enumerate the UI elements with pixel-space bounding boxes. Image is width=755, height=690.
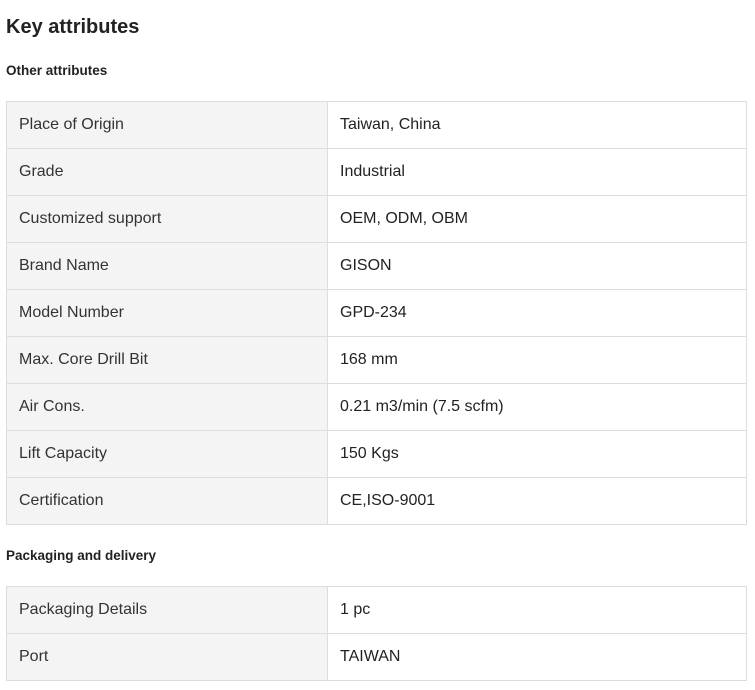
table-row: Certification CE,ISO-9001 <box>6 477 747 525</box>
other-attributes-table: Place of Origin Taiwan, China Grade Indu… <box>6 101 747 525</box>
attribute-value: 168 mm <box>327 336 747 384</box>
attribute-value: 1 pc <box>327 586 747 634</box>
table-row: Customized support OEM, ODM, OBM <box>6 195 747 243</box>
attribute-value: OEM, ODM, OBM <box>327 195 747 243</box>
table-row: Model Number GPD-234 <box>6 289 747 337</box>
attribute-label: Air Cons. <box>6 383 328 431</box>
attribute-label: Packaging Details <box>6 586 328 634</box>
table-row: Packaging Details 1 pc <box>6 586 747 634</box>
attribute-value: 0.21 m3/min (7.5 scfm) <box>327 383 747 431</box>
page-title: Key attributes <box>6 16 140 38</box>
table-row: Grade Industrial <box>6 148 747 196</box>
attribute-label: Max. Core Drill Bit <box>6 336 328 384</box>
attribute-label: Brand Name <box>6 242 328 290</box>
attribute-label: Place of Origin <box>6 101 328 149</box>
packaging-heading: Packaging and delivery <box>6 548 157 563</box>
attribute-label: Port <box>6 633 328 681</box>
table-row: Brand Name GISON <box>6 242 747 290</box>
attribute-value: 150 Kgs <box>327 430 747 478</box>
table-row: Lift Capacity 150 Kgs <box>6 430 747 478</box>
other-attributes-heading: Other attributes <box>6 63 108 78</box>
attribute-label: Customized support <box>6 195 328 243</box>
table-row: Port TAIWAN <box>6 633 747 681</box>
attribute-label: Model Number <box>6 289 328 337</box>
table-row: Max. Core Drill Bit 168 mm <box>6 336 747 384</box>
attribute-value: CE,ISO-9001 <box>327 477 747 525</box>
attribute-value: GPD-234 <box>327 289 747 337</box>
attribute-value: GISON <box>327 242 747 290</box>
packaging-table: Packaging Details 1 pc Port TAIWAN <box>6 586 747 681</box>
attribute-label: Certification <box>6 477 328 525</box>
table-row: Air Cons. 0.21 m3/min (7.5 scfm) <box>6 383 747 431</box>
table-row: Place of Origin Taiwan, China <box>6 101 747 149</box>
attribute-value: Taiwan, China <box>327 101 747 149</box>
attribute-label: Grade <box>6 148 328 196</box>
attribute-value: TAIWAN <box>327 633 747 681</box>
attribute-value: Industrial <box>327 148 747 196</box>
attribute-label: Lift Capacity <box>6 430 328 478</box>
